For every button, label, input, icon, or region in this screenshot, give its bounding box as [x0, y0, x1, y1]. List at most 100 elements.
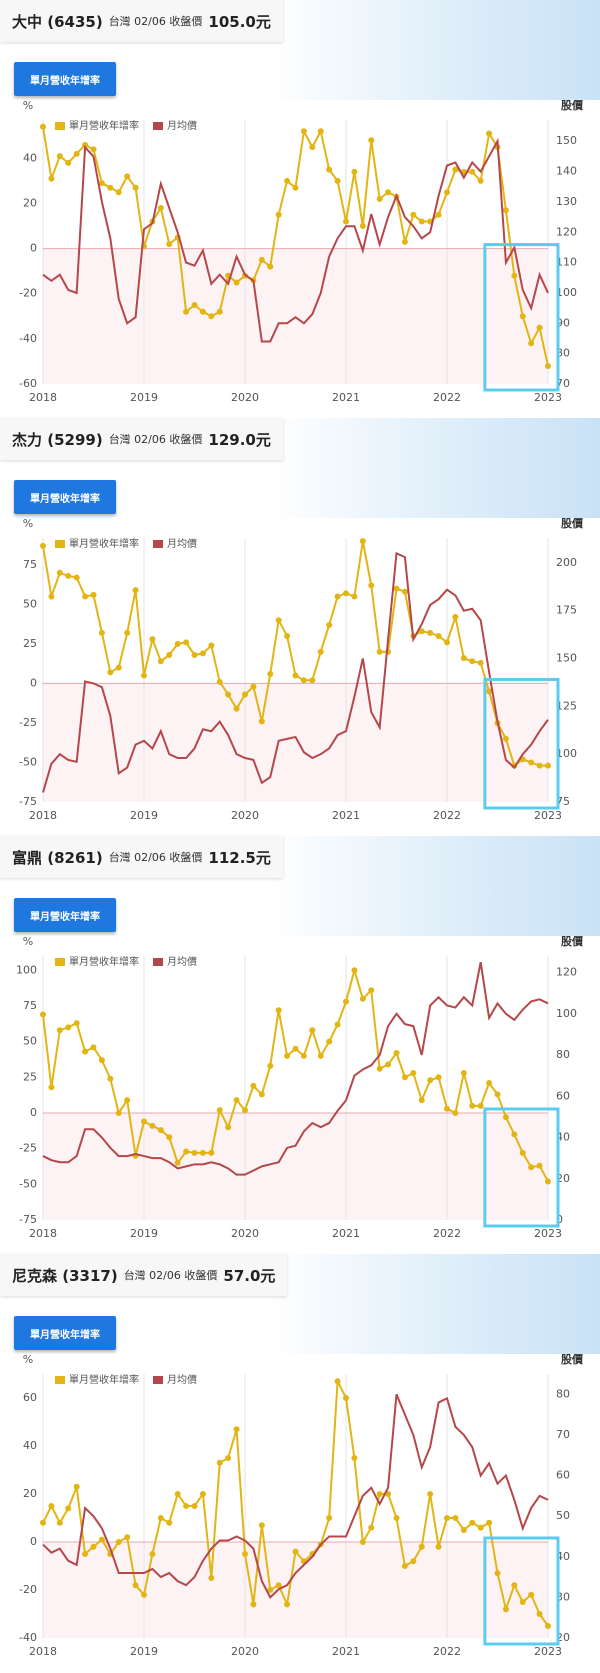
data-point [326, 621, 333, 628]
legend-swatch [55, 1376, 65, 1384]
data-point [275, 211, 282, 218]
y-tick-label: -20 [19, 1583, 37, 1596]
data-point [267, 670, 274, 677]
data-point [275, 1582, 282, 1589]
legend-swatch [153, 540, 163, 548]
data-point [368, 987, 375, 994]
close-price: 129.0元 [208, 430, 271, 449]
data-point [309, 144, 316, 151]
data-point [502, 207, 509, 214]
data-point [258, 1091, 265, 1098]
x-tick-label: 2023 [534, 1227, 562, 1240]
y-tick-label: 50 [23, 597, 37, 610]
data-point [376, 195, 383, 202]
data-point [536, 1162, 543, 1169]
data-point [469, 168, 476, 175]
data-point [250, 1601, 257, 1608]
y2-tick-label: 80 [556, 1048, 570, 1061]
data-point [351, 1455, 358, 1461]
data-point [73, 1020, 80, 1027]
data-point [393, 1050, 400, 1057]
metric-button[interactable]: 單月營收年增率 [14, 480, 116, 514]
data-point [418, 218, 425, 225]
data-point [368, 582, 375, 589]
data-point [511, 1582, 518, 1589]
legend-swatch [153, 958, 163, 966]
metric-button[interactable]: 單月營收年增率 [14, 898, 116, 932]
x-tick-label: 2021 [332, 1645, 360, 1658]
data-point [107, 1075, 114, 1082]
series-line [42, 961, 549, 1176]
data-point [90, 1543, 97, 1550]
data-point [326, 166, 333, 173]
data-point [124, 1534, 131, 1541]
data-point [90, 146, 97, 153]
data-point [199, 308, 206, 315]
data-point [317, 128, 324, 135]
data-point [334, 177, 341, 184]
data-point [401, 1074, 408, 1081]
data-point [199, 650, 206, 657]
data-point [292, 672, 299, 679]
legend-label: 單月營收年增率 [69, 537, 139, 550]
legend-label: 月均價 [167, 955, 197, 968]
data-point [40, 123, 46, 130]
data-point [124, 1097, 131, 1104]
data-point [82, 1551, 89, 1557]
y-tick-label: 75 [23, 999, 37, 1012]
y-tick-label: -60 [19, 377, 37, 390]
x-tick-label: 2021 [332, 809, 360, 822]
data-point [267, 263, 274, 270]
y2-tick-label: 110 [556, 256, 577, 269]
highlight-box [483, 1107, 560, 1228]
data-point [494, 1091, 501, 1098]
y2-tick-label: 120 [556, 966, 577, 979]
data-point [427, 1491, 434, 1497]
data-point [208, 313, 215, 320]
data-point [334, 1021, 341, 1028]
data-point [141, 672, 147, 679]
data-point [216, 1459, 223, 1466]
data-point [183, 308, 190, 315]
metric-button[interactable]: 單月營收年增率 [14, 1316, 116, 1350]
y-tick-label: 40 [23, 1439, 37, 1452]
data-point [208, 642, 215, 649]
data-point [401, 238, 408, 245]
legend-swatch [55, 540, 65, 548]
x-tick-label: 2019 [130, 391, 158, 404]
legend-swatch [55, 958, 65, 966]
data-point [418, 1097, 425, 1104]
y-tick-label: -20 [19, 287, 37, 300]
data-point [368, 137, 375, 144]
data-point [460, 1527, 467, 1533]
data-point [199, 1491, 206, 1497]
data-point [90, 591, 97, 598]
data-point [351, 168, 358, 175]
data-point [132, 184, 139, 191]
data-point [452, 1515, 459, 1521]
data-point [191, 651, 198, 658]
stock-header: 杰力 (5299) 台灣 02/06 收盤價 129.0元 [0, 418, 283, 460]
x-tick-label: 2021 [332, 1227, 360, 1240]
data-point [519, 1599, 526, 1605]
metric-button[interactable]: 單月營收年增率 [14, 62, 116, 96]
data-point [115, 664, 122, 671]
data-point [48, 1084, 55, 1091]
data-point [486, 688, 493, 695]
x-tick-label: 2018 [29, 391, 57, 404]
series-line [42, 1393, 549, 1600]
data-point [250, 1082, 257, 1089]
legend-label: 月均價 [167, 537, 197, 550]
y-tick-label: 20 [23, 196, 37, 209]
data-point [166, 651, 173, 658]
y2-tick-label: 100 [556, 286, 577, 299]
data-point [258, 1522, 265, 1529]
y2-tick-label: 175 [556, 604, 577, 617]
data-point [284, 633, 291, 640]
data-point [435, 633, 442, 640]
y2-tick-label: 100 [556, 747, 577, 760]
data-point [174, 1491, 181, 1497]
data-point [545, 362, 551, 369]
x-tick-label: 2018 [29, 1227, 57, 1240]
data-point [40, 1011, 46, 1018]
